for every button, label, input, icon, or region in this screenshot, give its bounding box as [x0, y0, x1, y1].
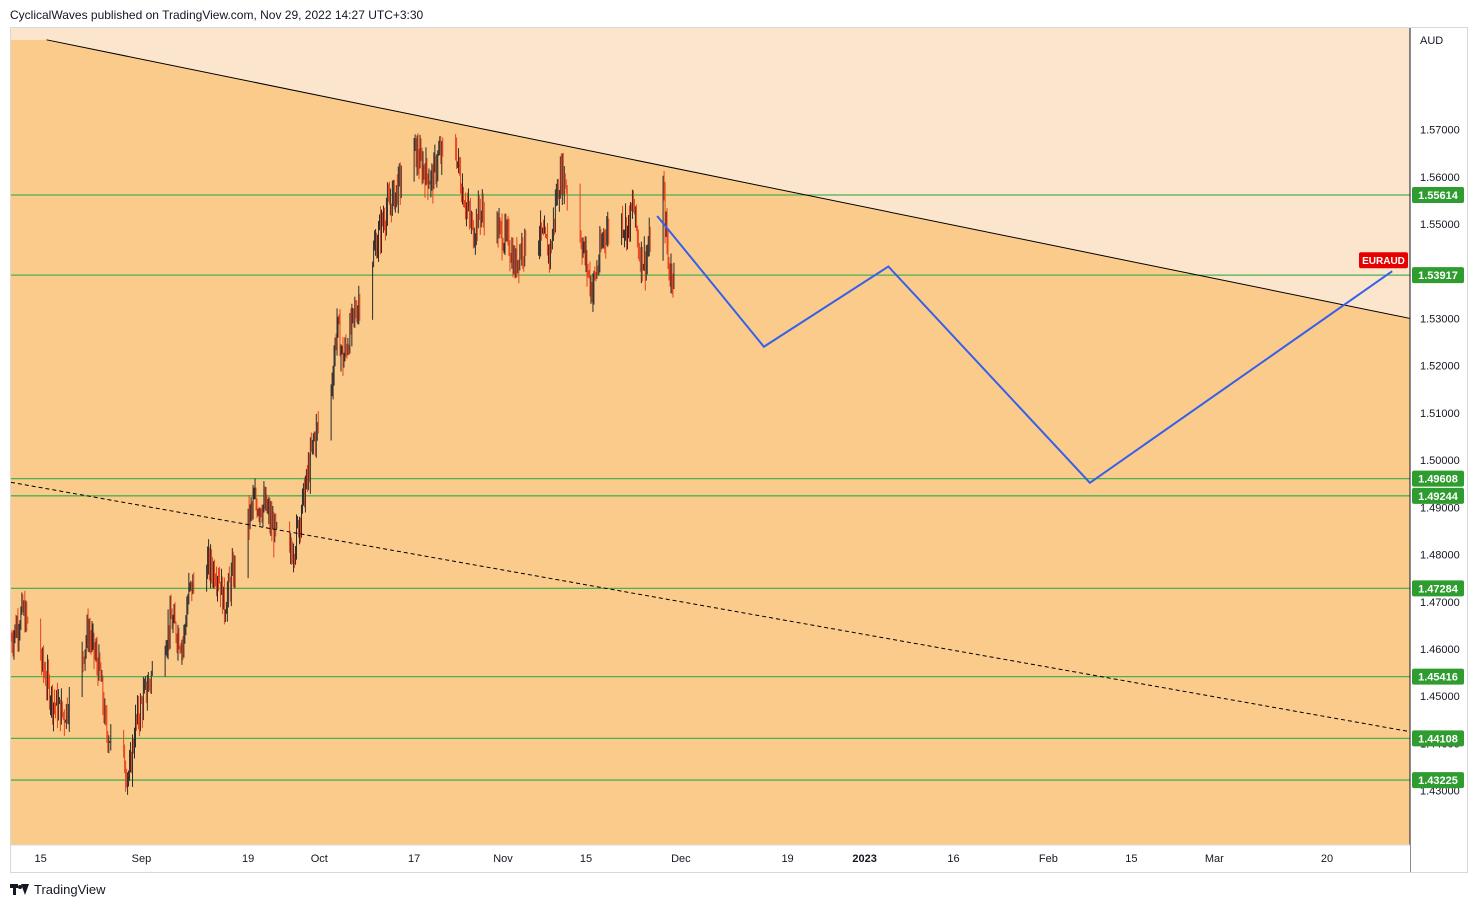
- level-tag-label: 1.44108: [1418, 733, 1458, 745]
- time-tick-label: Oct: [311, 853, 328, 865]
- tradingview-logo-icon: [10, 882, 30, 896]
- level-tag-label: 1.49244: [1418, 491, 1459, 503]
- level-tag-label: 1.43225: [1418, 775, 1458, 787]
- time-tick-label: 2023: [852, 853, 876, 865]
- price-tick-label: 1.43000: [1420, 786, 1460, 798]
- price-tick-label: 1.55000: [1420, 219, 1460, 231]
- projected-path: [656, 215, 1393, 485]
- level-tag-label: 1.49608: [1418, 474, 1458, 486]
- price-tick-label: 1.51000: [1420, 408, 1460, 420]
- price-tick-label: 1.49000: [1420, 502, 1460, 514]
- price-chart[interactable]: AUD1.430001.440001.450001.460001.470001.…: [11, 28, 1467, 872]
- price-tick-label: 1.45000: [1420, 691, 1460, 703]
- time-tick-label: Mar: [1205, 853, 1224, 865]
- time-tick-label: 15: [580, 853, 592, 865]
- candles: [11, 133, 675, 795]
- time-tick-label: Dec: [671, 853, 691, 865]
- level-tag-label: 1.47284: [1418, 583, 1459, 595]
- time-tick-label: 15: [1125, 853, 1137, 865]
- time-tick-label: Sep: [132, 853, 152, 865]
- time-tick-label: 15: [35, 853, 47, 865]
- time-tick-label: 19: [781, 853, 793, 865]
- time-tick-label: 19: [242, 853, 254, 865]
- dashed-trendline: [11, 481, 1411, 733]
- level-tag: [1412, 730, 1464, 747]
- symbol-tag: [1359, 252, 1408, 269]
- level-tag: [1412, 668, 1464, 685]
- price-tick-label: 1.52000: [1420, 361, 1460, 373]
- time-tick-label: 16: [947, 853, 959, 865]
- price-tick-label: 1.47000: [1420, 597, 1460, 609]
- level-tag-label: 1.45416: [1418, 672, 1458, 684]
- level-tag-label: 1.55614: [1418, 190, 1459, 202]
- solid-trendline: [46, 39, 1411, 319]
- level-tag-label: 1.53917: [1418, 270, 1458, 282]
- currency-label: AUD: [1420, 35, 1443, 47]
- price-tick-label: 1.53000: [1420, 313, 1460, 325]
- level-tag: [1412, 186, 1464, 203]
- time-tick-label: Nov: [493, 853, 513, 865]
- price-tick-label: 1.50000: [1420, 455, 1460, 467]
- level-tag: [1412, 267, 1464, 284]
- brand-name: TradingView: [34, 881, 106, 897]
- price-tick-label: 1.48000: [1420, 550, 1460, 562]
- level-tag: [1412, 580, 1464, 597]
- time-axis-bg: [11, 845, 1410, 872]
- price-tick-label: 1.56000: [1420, 172, 1460, 184]
- level-tag: [1412, 470, 1464, 487]
- symbol-tag-label: EURAUD: [1362, 256, 1405, 267]
- price-tick-label: 1.57000: [1420, 125, 1460, 137]
- tradingview-brand[interactable]: TradingView: [10, 880, 106, 898]
- publisher-credit: CyclicalWaves published on TradingView.c…: [10, 8, 424, 22]
- level-tag: [1412, 487, 1464, 504]
- time-tick-label: Feb: [1039, 853, 1058, 865]
- time-tick-label: 17: [408, 853, 420, 865]
- level-tag: [1412, 772, 1464, 789]
- price-tick-label: 1.46000: [1420, 644, 1460, 656]
- chart-panel[interactable]: AUD1.430001.440001.450001.460001.470001.…: [10, 27, 1468, 873]
- upper-zone: [11, 28, 1410, 319]
- upper-zone-left: [11, 28, 47, 40]
- time-tick-label: 20: [1321, 853, 1333, 865]
